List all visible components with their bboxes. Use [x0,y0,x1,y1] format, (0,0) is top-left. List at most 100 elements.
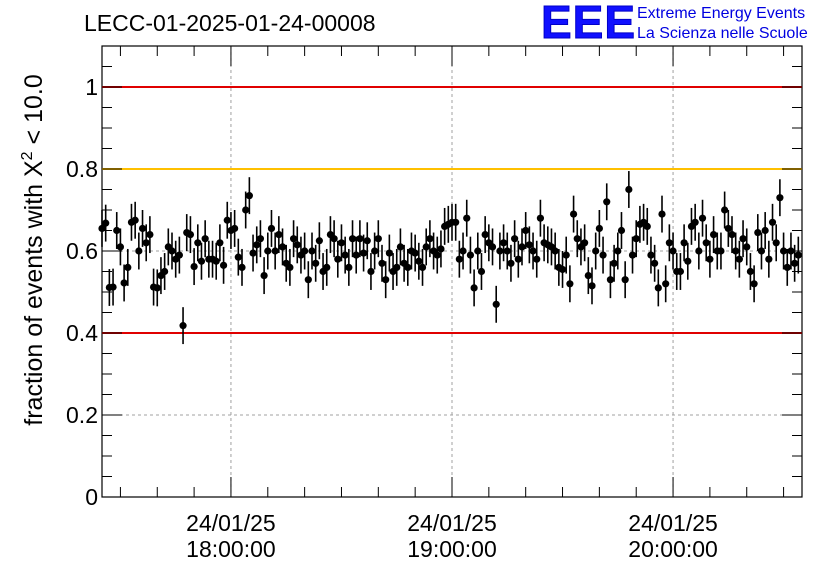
data-point [647,251,655,259]
data-point [452,218,460,226]
data-point [746,267,755,276]
data-point [702,239,710,247]
data-point [393,263,401,271]
data-point [669,247,677,255]
data-point [665,239,673,247]
data-point [463,214,471,222]
data-point [293,241,301,249]
data-point [120,279,128,287]
data-point [352,251,360,259]
data-point [124,263,132,271]
data-point [503,247,511,255]
data-point [743,243,751,251]
data-point [717,247,725,255]
chart-title: LECC-01-2025-01-24-00008 [84,10,376,36]
x-tick-label-date: 24/01/25 [407,510,497,536]
data-point [341,251,349,259]
data-point [654,284,662,292]
data-point [765,255,773,263]
grid-lines [102,46,802,497]
data-point [186,231,195,239]
data-point [680,239,688,247]
data-point [558,265,567,274]
data-point [573,235,581,243]
data-point [138,224,147,233]
data-point [459,247,467,255]
data-point [382,276,390,284]
data-point [433,251,441,259]
data-point [772,239,780,247]
data-point [706,255,714,263]
data-point [146,231,154,239]
data-point [201,235,209,243]
data-point [606,276,615,284]
data-point [168,247,176,255]
data-point [614,247,622,255]
data-point [698,214,707,222]
data-point [348,235,357,243]
data-point [278,243,287,251]
data-point [175,251,183,259]
data-point [551,247,559,255]
data-point [724,224,732,233]
data-point [533,255,541,263]
data-point [289,235,298,243]
data-point [231,224,239,233]
data-point [153,284,161,292]
data-point [470,284,478,292]
reference-lines [102,86,802,334]
y-axis-label: fraction of events with X2 < 10.0 [19,74,48,425]
data-point [304,276,312,284]
data-point [415,257,423,265]
x-tick-label-date: 24/01/25 [186,510,276,536]
data-point [223,216,231,224]
data-point [245,192,253,200]
data-point [359,249,368,257]
data-point [739,235,747,243]
data-point [625,185,633,194]
data-point [116,243,125,251]
data-point [499,239,508,247]
data-point [481,231,489,239]
data-point [256,235,265,243]
data-point [525,241,533,249]
data-point [142,239,150,247]
data-point [455,255,463,263]
y-tick-label: 0.4 [66,320,98,346]
data-point [732,247,740,255]
data-point [662,280,670,288]
data-point [190,262,198,271]
data-point [249,249,257,257]
data-point [658,210,666,218]
data-point [238,263,246,271]
data-point [275,231,283,239]
data-point [437,245,445,253]
data-point [562,251,570,259]
data-point [418,263,427,271]
logo-line-1: Extreme Energy Events [637,5,806,22]
data-point [492,300,500,308]
data-point [529,247,537,255]
logo-line-2: La Scienza nelle Scuole [637,25,808,42]
y-tick-label: 1 [85,74,98,100]
data-point [135,247,143,255]
data-point [735,255,743,263]
data-point [334,255,342,263]
data-point [617,226,626,235]
x-axis: 24/01/2518:00:0024/01/2519:00:0024/01/25… [119,46,785,562]
data-point [581,239,589,247]
data-point [131,216,139,224]
data-point [691,218,699,226]
data-point [197,257,206,265]
data-point [488,243,497,251]
data-point [599,251,607,259]
data-point [536,214,545,222]
data-point [161,267,169,276]
data-point [761,226,769,235]
data-point [592,247,600,255]
data-point [264,247,272,255]
data-point [750,280,758,288]
data-point [219,261,228,269]
data-point [632,235,640,243]
